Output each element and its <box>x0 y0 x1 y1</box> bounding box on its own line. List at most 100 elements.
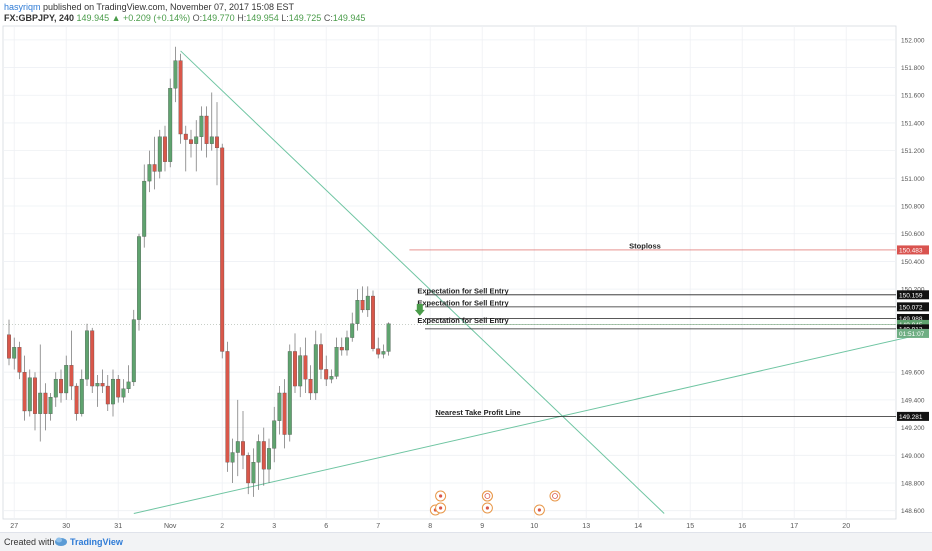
x-tick-label: 6 <box>324 523 328 530</box>
x-tick-label: 8 <box>428 523 432 530</box>
candle-down <box>261 441 266 470</box>
level-label: Nearest Take Profit Line <box>435 408 520 417</box>
candle-down <box>178 60 183 135</box>
candle-down <box>189 139 193 144</box>
candle-down <box>183 133 188 140</box>
candle-up <box>121 388 126 398</box>
x-tick-label: 30 <box>62 523 70 530</box>
y-tick-label: 151.400 <box>901 120 925 127</box>
y-tick-label: 151.000 <box>901 176 925 183</box>
publish-text: published on TradingView.com, November 0… <box>43 2 295 12</box>
candle-down <box>105 385 110 405</box>
x-tick-label: 9 <box>480 523 484 530</box>
candle-up <box>298 355 303 387</box>
candle-up <box>334 347 339 377</box>
y-tick-label: 148.800 <box>901 480 925 487</box>
chart-area[interactable]: 152.000 151.800 151.600 151.400 151.200 151.0… <box>0 0 932 532</box>
price-tag-text: 150.483 <box>899 247 923 254</box>
candle-up <box>95 383 100 387</box>
price-chart[interactable]: 152.000 151.800 151.600 151.400 151.200 151.0… <box>0 0 932 532</box>
price-tag-text: 150.159 <box>899 292 923 299</box>
x-tick-label: Nov <box>164 523 177 530</box>
candle-up <box>350 323 355 338</box>
x-tick-label: 7 <box>376 523 380 530</box>
y-tick-label: 149.600 <box>901 370 925 377</box>
candle-up <box>64 365 69 394</box>
globe-event-icon <box>552 493 558 499</box>
candle-down <box>319 344 323 370</box>
x-tick-label: 3 <box>272 523 276 530</box>
candle-down <box>282 392 287 435</box>
symbol-info: FX:GBPJPY, 240 149.945 ▲ +0.209 (+0.14%)… <box>4 13 365 23</box>
countdown-text: 01:51:07 <box>899 331 925 338</box>
candle-up <box>313 344 318 394</box>
candle-down <box>293 351 297 387</box>
open-value: 149.770 <box>202 13 235 23</box>
candle-down <box>215 136 219 149</box>
x-tick-label: 10 <box>530 523 538 530</box>
y-tick-label: 150.600 <box>901 231 925 238</box>
candle-up <box>251 462 256 484</box>
candle-down <box>33 377 37 414</box>
candle-down <box>69 365 74 387</box>
trend-line <box>133 334 920 514</box>
candle-down <box>17 347 22 373</box>
price-tag-text: 150.072 <box>899 304 923 311</box>
level-label: Expectation for Sell Entry <box>417 298 509 307</box>
x-tick-label: 14 <box>634 523 642 530</box>
candle-up <box>256 441 261 463</box>
candle-down <box>204 115 209 144</box>
globe-event-icon <box>549 490 561 502</box>
open-label: O: <box>192 13 203 23</box>
candle-up <box>329 376 334 380</box>
low-value: 149.725 <box>288 13 322 23</box>
price-tag-text: 149.281 <box>899 414 923 421</box>
candle-down <box>241 441 245 456</box>
x-tick-label: 13 <box>582 523 590 530</box>
y-tick-label: 151.800 <box>901 65 925 72</box>
author-link[interactable]: hasyriqm <box>4 2 41 12</box>
symbol-label[interactable]: FX:GBPJPY, 240 <box>4 13 75 23</box>
candle-down <box>324 369 329 380</box>
x-tick-label: 27 <box>10 523 18 530</box>
price-tag <box>897 302 929 312</box>
candle-up <box>173 60 178 89</box>
flag-event-icon <box>439 506 443 510</box>
price-change: +0.209 (+0.14%) <box>123 13 191 23</box>
candle-up <box>27 377 32 412</box>
countdown-tag <box>897 328 929 338</box>
candle-up <box>272 420 277 449</box>
footer-bar: Created with TradingView <box>0 532 932 551</box>
candle-down <box>59 378 63 394</box>
tradingview-link[interactable]: TradingView <box>70 537 123 547</box>
publish-info: hasyriqm published on TradingView.com, N… <box>4 2 294 12</box>
candle-up <box>12 347 17 359</box>
high-label: H: <box>237 13 247 23</box>
candle-up <box>131 319 136 383</box>
price-tag <box>897 411 929 421</box>
y-tick-label: 150.400 <box>901 259 925 266</box>
candle-up <box>38 392 43 414</box>
candle-up <box>287 351 292 435</box>
level-label: Expectation for Sell Entry <box>417 316 509 325</box>
price-tag <box>897 290 929 300</box>
x-tick-label: 16 <box>738 523 746 530</box>
x-tick-label: 20 <box>842 523 850 530</box>
candle-up <box>355 300 360 324</box>
trend-line <box>180 50 665 514</box>
flag-event-icon <box>485 506 489 510</box>
price-tag <box>897 245 929 255</box>
candle-up <box>85 330 89 380</box>
price-tag-text: 149.988 <box>899 316 923 323</box>
candle-up <box>147 164 152 182</box>
close-label: C: <box>323 13 333 23</box>
sell-arrow-icon <box>414 303 425 316</box>
event-dot-icon <box>537 508 542 512</box>
candle-up <box>209 136 214 144</box>
high-value: 149.954 <box>246 13 279 23</box>
candle-up <box>230 452 235 463</box>
candle-down <box>90 330 95 387</box>
candle-up <box>53 378 58 398</box>
y-tick-label: 150.200 <box>901 287 925 294</box>
candle-up <box>157 136 162 172</box>
